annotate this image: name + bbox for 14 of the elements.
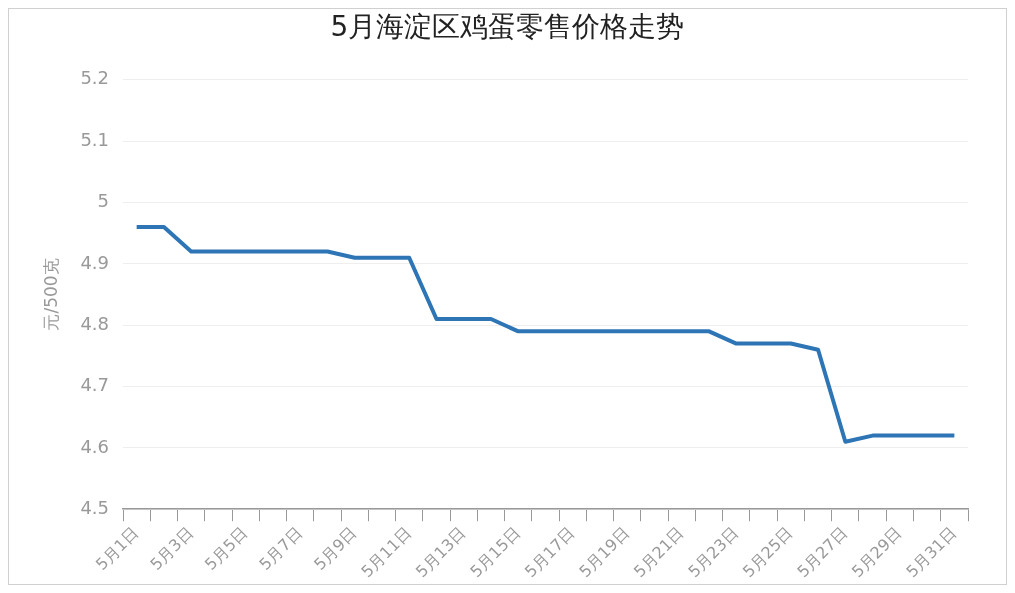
x-tick-label: 5月1日 bbox=[91, 523, 143, 574]
y-tick-label: 5.2 bbox=[80, 67, 110, 89]
y-tick-label: 4.8 bbox=[80, 312, 110, 334]
y-tick-label: 5.1 bbox=[80, 128, 110, 150]
y-axis-title: 元/500克 bbox=[40, 258, 61, 331]
y-tick-label: 4.7 bbox=[80, 374, 110, 396]
y-tick-label: 5 bbox=[97, 190, 110, 212]
x-tick-label: 5月5日 bbox=[200, 523, 252, 574]
y-tick-label: 4.6 bbox=[80, 435, 110, 457]
y-tick-label: 4.5 bbox=[80, 496, 110, 518]
x-tick-label: 5月7日 bbox=[255, 523, 306, 574]
y-tick-label: 4.9 bbox=[80, 251, 110, 273]
chart-title: 5月海淀区鸡蛋零售价格走势 bbox=[329, 9, 686, 45]
x-tick-label: 5月3日 bbox=[146, 523, 197, 574]
